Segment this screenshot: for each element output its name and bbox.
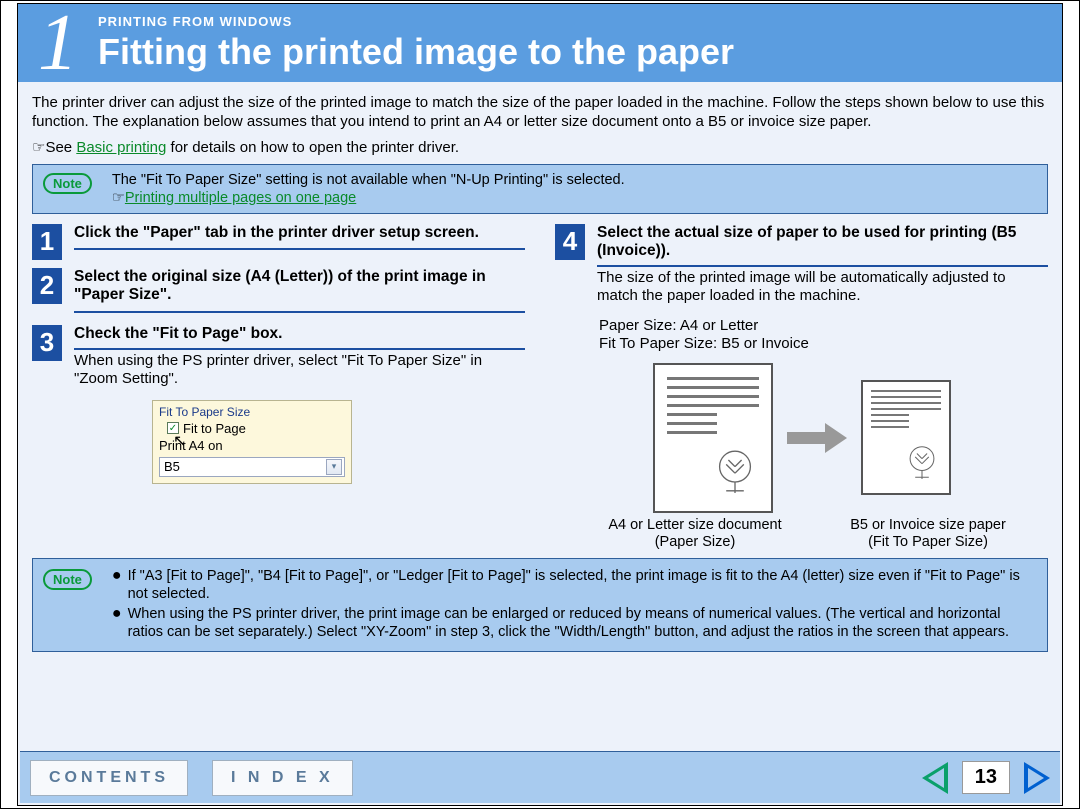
step-2: 2 Select the original size (A4 (Letter))… bbox=[32, 268, 525, 321]
step-title: Click the "Paper" tab in the printer dri… bbox=[74, 224, 525, 251]
tree-icon bbox=[713, 449, 757, 493]
page-title: Fitting the printed image to the paper bbox=[98, 31, 734, 73]
bullet-icon: ● bbox=[112, 567, 122, 603]
label-line2: (Fit To Paper Size) bbox=[828, 534, 1028, 551]
nup-link[interactable]: Printing multiple pages on one page bbox=[125, 190, 356, 206]
step-number: 1 bbox=[32, 224, 62, 260]
note-box-2: Note ● If "A3 [Fit to Page]", "B4 [Fit t… bbox=[32, 558, 1048, 653]
step-body: Check the "Fit to Page" box. When using … bbox=[74, 325, 525, 388]
chevron-down-icon[interactable]: ▾ bbox=[326, 459, 342, 475]
footer-bar: CONTENTS I N D E X 13 bbox=[20, 751, 1060, 803]
footer-left: CONTENTS I N D E X bbox=[30, 760, 353, 796]
step-1: 1 Click the "Paper" tab in the printer d… bbox=[32, 224, 525, 264]
note-pill: Note bbox=[43, 569, 92, 590]
header-band: 1 PRINTING FROM WINDOWS Fitting the prin… bbox=[18, 4, 1062, 82]
index-button[interactable]: I N D E X bbox=[212, 760, 353, 796]
checkbox-label: Fit to Page bbox=[183, 421, 246, 436]
step-subtext: When using the PS printer driver, select… bbox=[74, 352, 525, 388]
step-3: 3 Check the "Fit to Page" box. When usin… bbox=[32, 325, 525, 392]
tree-icon bbox=[905, 445, 939, 479]
cursor-icon: ↖ bbox=[173, 431, 186, 451]
note1-line2: ☞Printing multiple pages on one page bbox=[112, 189, 625, 207]
page-inner: 1 PRINTING FROM WINDOWS Fitting the prin… bbox=[17, 3, 1063, 806]
note-text-2: ● If "A3 [Fit to Page]", "B4 [Fit to Pag… bbox=[112, 567, 1037, 644]
info-line2: Fit To Paper Size: B5 or Invoice bbox=[599, 335, 1048, 353]
note-text-1: The "Fit To Paper Size" setting is not a… bbox=[112, 171, 625, 207]
step-title: Select the original size (A4 (Letter)) o… bbox=[74, 268, 525, 313]
target-doc-icon bbox=[861, 380, 951, 495]
label-line2: (Paper Size) bbox=[595, 534, 795, 551]
footer-right: 13 bbox=[922, 761, 1050, 794]
pointer-icon: ☞ bbox=[112, 190, 125, 206]
next-page-icon[interactable] bbox=[1024, 762, 1050, 794]
bullet-text: When using the PS printer driver, the pr… bbox=[128, 605, 1037, 641]
step-number: 4 bbox=[555, 224, 585, 260]
target-label: B5 or Invoice size paper (Fit To Paper S… bbox=[828, 517, 1028, 552]
prev-page-icon[interactable] bbox=[922, 762, 948, 794]
note-box-1: Note The "Fit To Paper Size" setting is … bbox=[32, 164, 1048, 214]
see-suffix: for details on how to open the printer d… bbox=[166, 139, 459, 156]
info-line1: Paper Size: A4 or Letter bbox=[599, 317, 1048, 335]
page-root: 1 PRINTING FROM WINDOWS Fitting the prin… bbox=[0, 0, 1080, 809]
select-value: B5 bbox=[164, 459, 180, 474]
step-body: Click the "Paper" tab in the printer dri… bbox=[74, 224, 525, 260]
print-on-label: Print A4 on bbox=[159, 438, 345, 453]
fit-to-page-checkbox-row[interactable]: ✓ Fit to Page bbox=[167, 421, 345, 436]
diagram-labels: A4 or Letter size document (Paper Size) … bbox=[595, 517, 1028, 552]
ui-mock-fit-to-page: Fit To Paper Size ✓ Fit to Page ↖ Print … bbox=[152, 400, 352, 484]
step-title: Check the "Fit to Page" box. bbox=[74, 325, 525, 350]
label-line1: A4 or Letter size document bbox=[595, 517, 795, 534]
bullet-icon: ● bbox=[112, 605, 122, 641]
pointer-icon: ☞See bbox=[32, 139, 76, 156]
basic-printing-link[interactable]: Basic printing bbox=[76, 139, 166, 156]
fit-diagram bbox=[555, 363, 1048, 513]
bullet-text: If "A3 [Fit to Page]", "B4 [Fit to Page]… bbox=[128, 567, 1037, 603]
source-label: A4 or Letter size document (Paper Size) bbox=[595, 517, 795, 552]
arrow-right-icon bbox=[787, 426, 847, 450]
contents-button[interactable]: CONTENTS bbox=[30, 760, 188, 796]
step-title: Select the actual size of paper to be us… bbox=[597, 224, 1048, 267]
step-body: Select the actual size of paper to be us… bbox=[597, 224, 1048, 305]
label-line1: B5 or Invoice size paper bbox=[828, 517, 1028, 534]
bullet-1: ● If "A3 [Fit to Page]", "B4 [Fit to Pag… bbox=[112, 567, 1037, 603]
page-number: 13 bbox=[962, 761, 1010, 794]
intro-paragraph: The printer driver can adjust the size o… bbox=[18, 82, 1062, 138]
step-4: 4 Select the actual size of paper to be … bbox=[555, 224, 1048, 309]
source-doc-icon bbox=[653, 363, 773, 513]
bullet-2: ● When using the PS printer driver, the … bbox=[112, 605, 1037, 641]
header-texts: PRINTING FROM WINDOWS Fitting the printe… bbox=[98, 14, 734, 73]
chapter-number: 1 bbox=[18, 4, 98, 82]
note1-line1: The "Fit To Paper Size" setting is not a… bbox=[112, 171, 625, 189]
step-body: Select the original size (A4 (Letter)) o… bbox=[74, 268, 525, 317]
paper-size-select[interactable]: B5 ▾ bbox=[159, 457, 345, 477]
note-pill: Note bbox=[43, 173, 92, 194]
see-line: ☞See Basic printing for details on how t… bbox=[18, 138, 1062, 164]
right-column: 4 Select the actual size of paper to be … bbox=[555, 224, 1048, 552]
step-number: 2 bbox=[32, 268, 62, 304]
left-column: 1 Click the "Paper" tab in the printer d… bbox=[32, 224, 525, 552]
ui-group-label: Fit To Paper Size bbox=[159, 405, 345, 419]
paper-info: Paper Size: A4 or Letter Fit To Paper Si… bbox=[599, 317, 1048, 353]
step-subtext: The size of the printed image will be au… bbox=[597, 269, 1048, 305]
columns: 1 Click the "Paper" tab in the printer d… bbox=[18, 224, 1062, 552]
breadcrumb: PRINTING FROM WINDOWS bbox=[98, 14, 734, 29]
step-number: 3 bbox=[32, 325, 62, 361]
